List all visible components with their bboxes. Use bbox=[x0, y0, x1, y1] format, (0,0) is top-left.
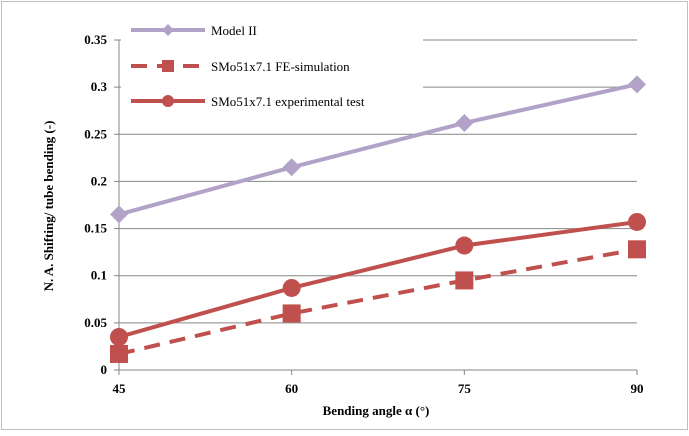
data-point-diamond bbox=[110, 205, 128, 224]
axes bbox=[118, 40, 637, 371]
legend-background bbox=[121, 20, 423, 128]
x-axis-ticks: 45 60 75 90 bbox=[113, 370, 644, 396]
data-point-circle bbox=[282, 278, 301, 297]
legend-label: SMo51x7.1 FE-simulation bbox=[211, 59, 350, 74]
data-point-square bbox=[628, 240, 646, 259]
legend-label: SMo51x7.1 experimental test bbox=[211, 94, 365, 109]
data-point-circle bbox=[162, 95, 174, 107]
y-tick-label: 0.3 bbox=[91, 79, 108, 94]
y-tick-label: 0.05 bbox=[84, 315, 107, 330]
x-tick-label: 75 bbox=[458, 381, 472, 396]
legend: Model II SMo51x7.1 FE-simulation SMo51x7.1… bbox=[131, 23, 365, 109]
y-axis-ticks: 0 0.05 0.1 0.15 0.2 0.25 0.3 0.35 bbox=[84, 32, 119, 377]
y-tick-label: 0 bbox=[101, 362, 108, 377]
x-tick-label: 60 bbox=[285, 381, 298, 396]
x-tick-label: 90 bbox=[631, 381, 644, 396]
legend-label: Model II bbox=[211, 23, 257, 38]
series-line bbox=[118, 219, 638, 339]
x-axis-title: Bending angle α (°) bbox=[323, 403, 430, 418]
y-axis-title: N. A. Shifting/ tube bending (-) bbox=[41, 121, 56, 292]
data-point-diamond bbox=[455, 113, 474, 132]
data-point-circle bbox=[455, 236, 474, 255]
x-tick-label: 45 bbox=[113, 381, 127, 396]
data-point-diamond bbox=[162, 24, 174, 36]
series-layer bbox=[110, 75, 646, 363]
data-point-square bbox=[110, 344, 128, 363]
y-tick-label: 0.15 bbox=[84, 221, 107, 236]
y-tick-label: 0.1 bbox=[91, 268, 107, 283]
y-tick-label: 0.35 bbox=[84, 32, 107, 47]
series-line bbox=[118, 247, 638, 356]
data-point-square bbox=[162, 60, 174, 72]
series-line bbox=[118, 82, 638, 217]
data-point-square bbox=[455, 271, 474, 290]
data-point-square bbox=[282, 304, 301, 323]
legend-box bbox=[121, 20, 423, 128]
data-point-diamond bbox=[628, 75, 646, 94]
data-point-circle bbox=[628, 212, 646, 231]
data-point-diamond bbox=[282, 158, 301, 177]
y-tick-label: 0.2 bbox=[91, 173, 107, 188]
data-point-circle bbox=[110, 328, 128, 346]
y-tick-label: 0.25 bbox=[84, 126, 107, 141]
